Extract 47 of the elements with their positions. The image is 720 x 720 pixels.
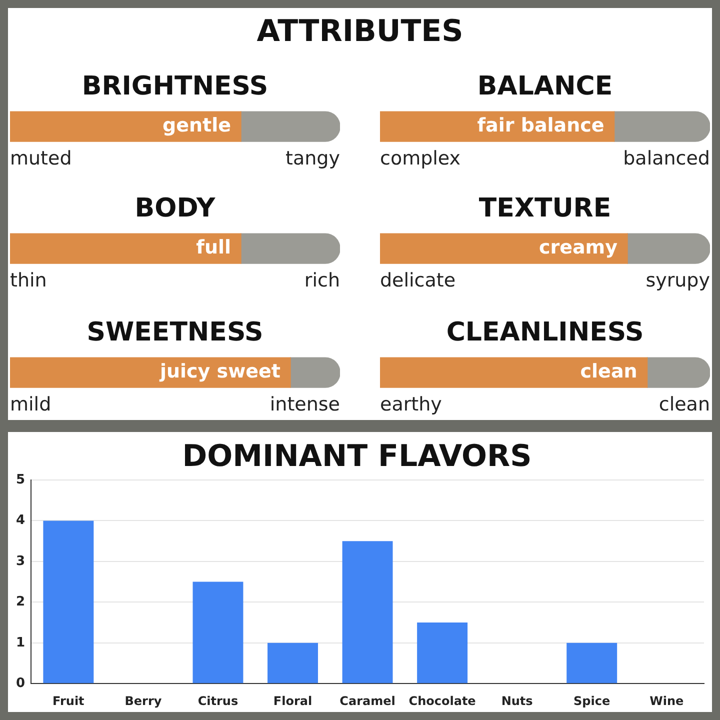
x-tick-label: Chocolate — [408, 694, 476, 708]
text: tangy — [286, 147, 340, 170]
chart-title: BRIGHTNESS — [82, 71, 268, 102]
x-tick-label: Nuts — [501, 694, 533, 708]
x-tick-label: Floral — [273, 694, 312, 708]
text: ATTRIBUTES — [256, 14, 464, 49]
x-tick-label: Spice — [574, 694, 610, 708]
x-tick-label: Citrus — [198, 694, 238, 708]
annotation: juicy sweet — [158, 360, 280, 383]
text: rich — [304, 269, 340, 292]
chart-title: SWEETNESS — [86, 317, 264, 348]
y-tick-label: 2 — [16, 594, 26, 610]
annotation: fair balance — [477, 114, 604, 137]
bar — [192, 582, 244, 684]
x-tick-label: Caramel — [340, 694, 396, 708]
x-tick-label: Fruit — [52, 694, 85, 708]
y-tick-label: 3 — [16, 554, 26, 569]
y-tick-label: 5 — [16, 472, 26, 488]
annotation: creamy — [538, 236, 618, 259]
text: muted — [10, 147, 72, 170]
x-tick-label: Berry — [124, 694, 162, 708]
text: syrupy — [646, 269, 710, 292]
text: delicate — [380, 269, 456, 292]
text: thin — [10, 269, 47, 292]
bar — [566, 642, 618, 684]
text: earthy — [380, 393, 442, 416]
bar — [342, 541, 393, 684]
text: intense — [270, 393, 340, 416]
annotation: gentle — [162, 114, 231, 137]
x-tick-label: Wine — [650, 694, 684, 708]
chart-title: CLEANLINESS — [446, 317, 644, 348]
chart-title: DOMINANT FLAVORS — [182, 438, 532, 474]
y-tick-label: 1 — [16, 635, 26, 650]
text: balanced — [623, 147, 710, 170]
bar — [43, 520, 94, 684]
y-tick-label: 0 — [16, 676, 26, 691]
text: complex — [380, 147, 461, 170]
chart-title: BODY — [134, 193, 216, 224]
annotation: full — [196, 236, 231, 259]
y-tick-label: 4 — [16, 513, 26, 528]
chart-title: TEXTURE — [478, 193, 612, 224]
bar — [417, 622, 468, 684]
text: clean — [658, 393, 710, 416]
chart-title: BALANCE — [477, 71, 613, 102]
bar — [268, 642, 318, 684]
text: mild — [10, 393, 52, 416]
annotation: clean — [580, 360, 638, 383]
